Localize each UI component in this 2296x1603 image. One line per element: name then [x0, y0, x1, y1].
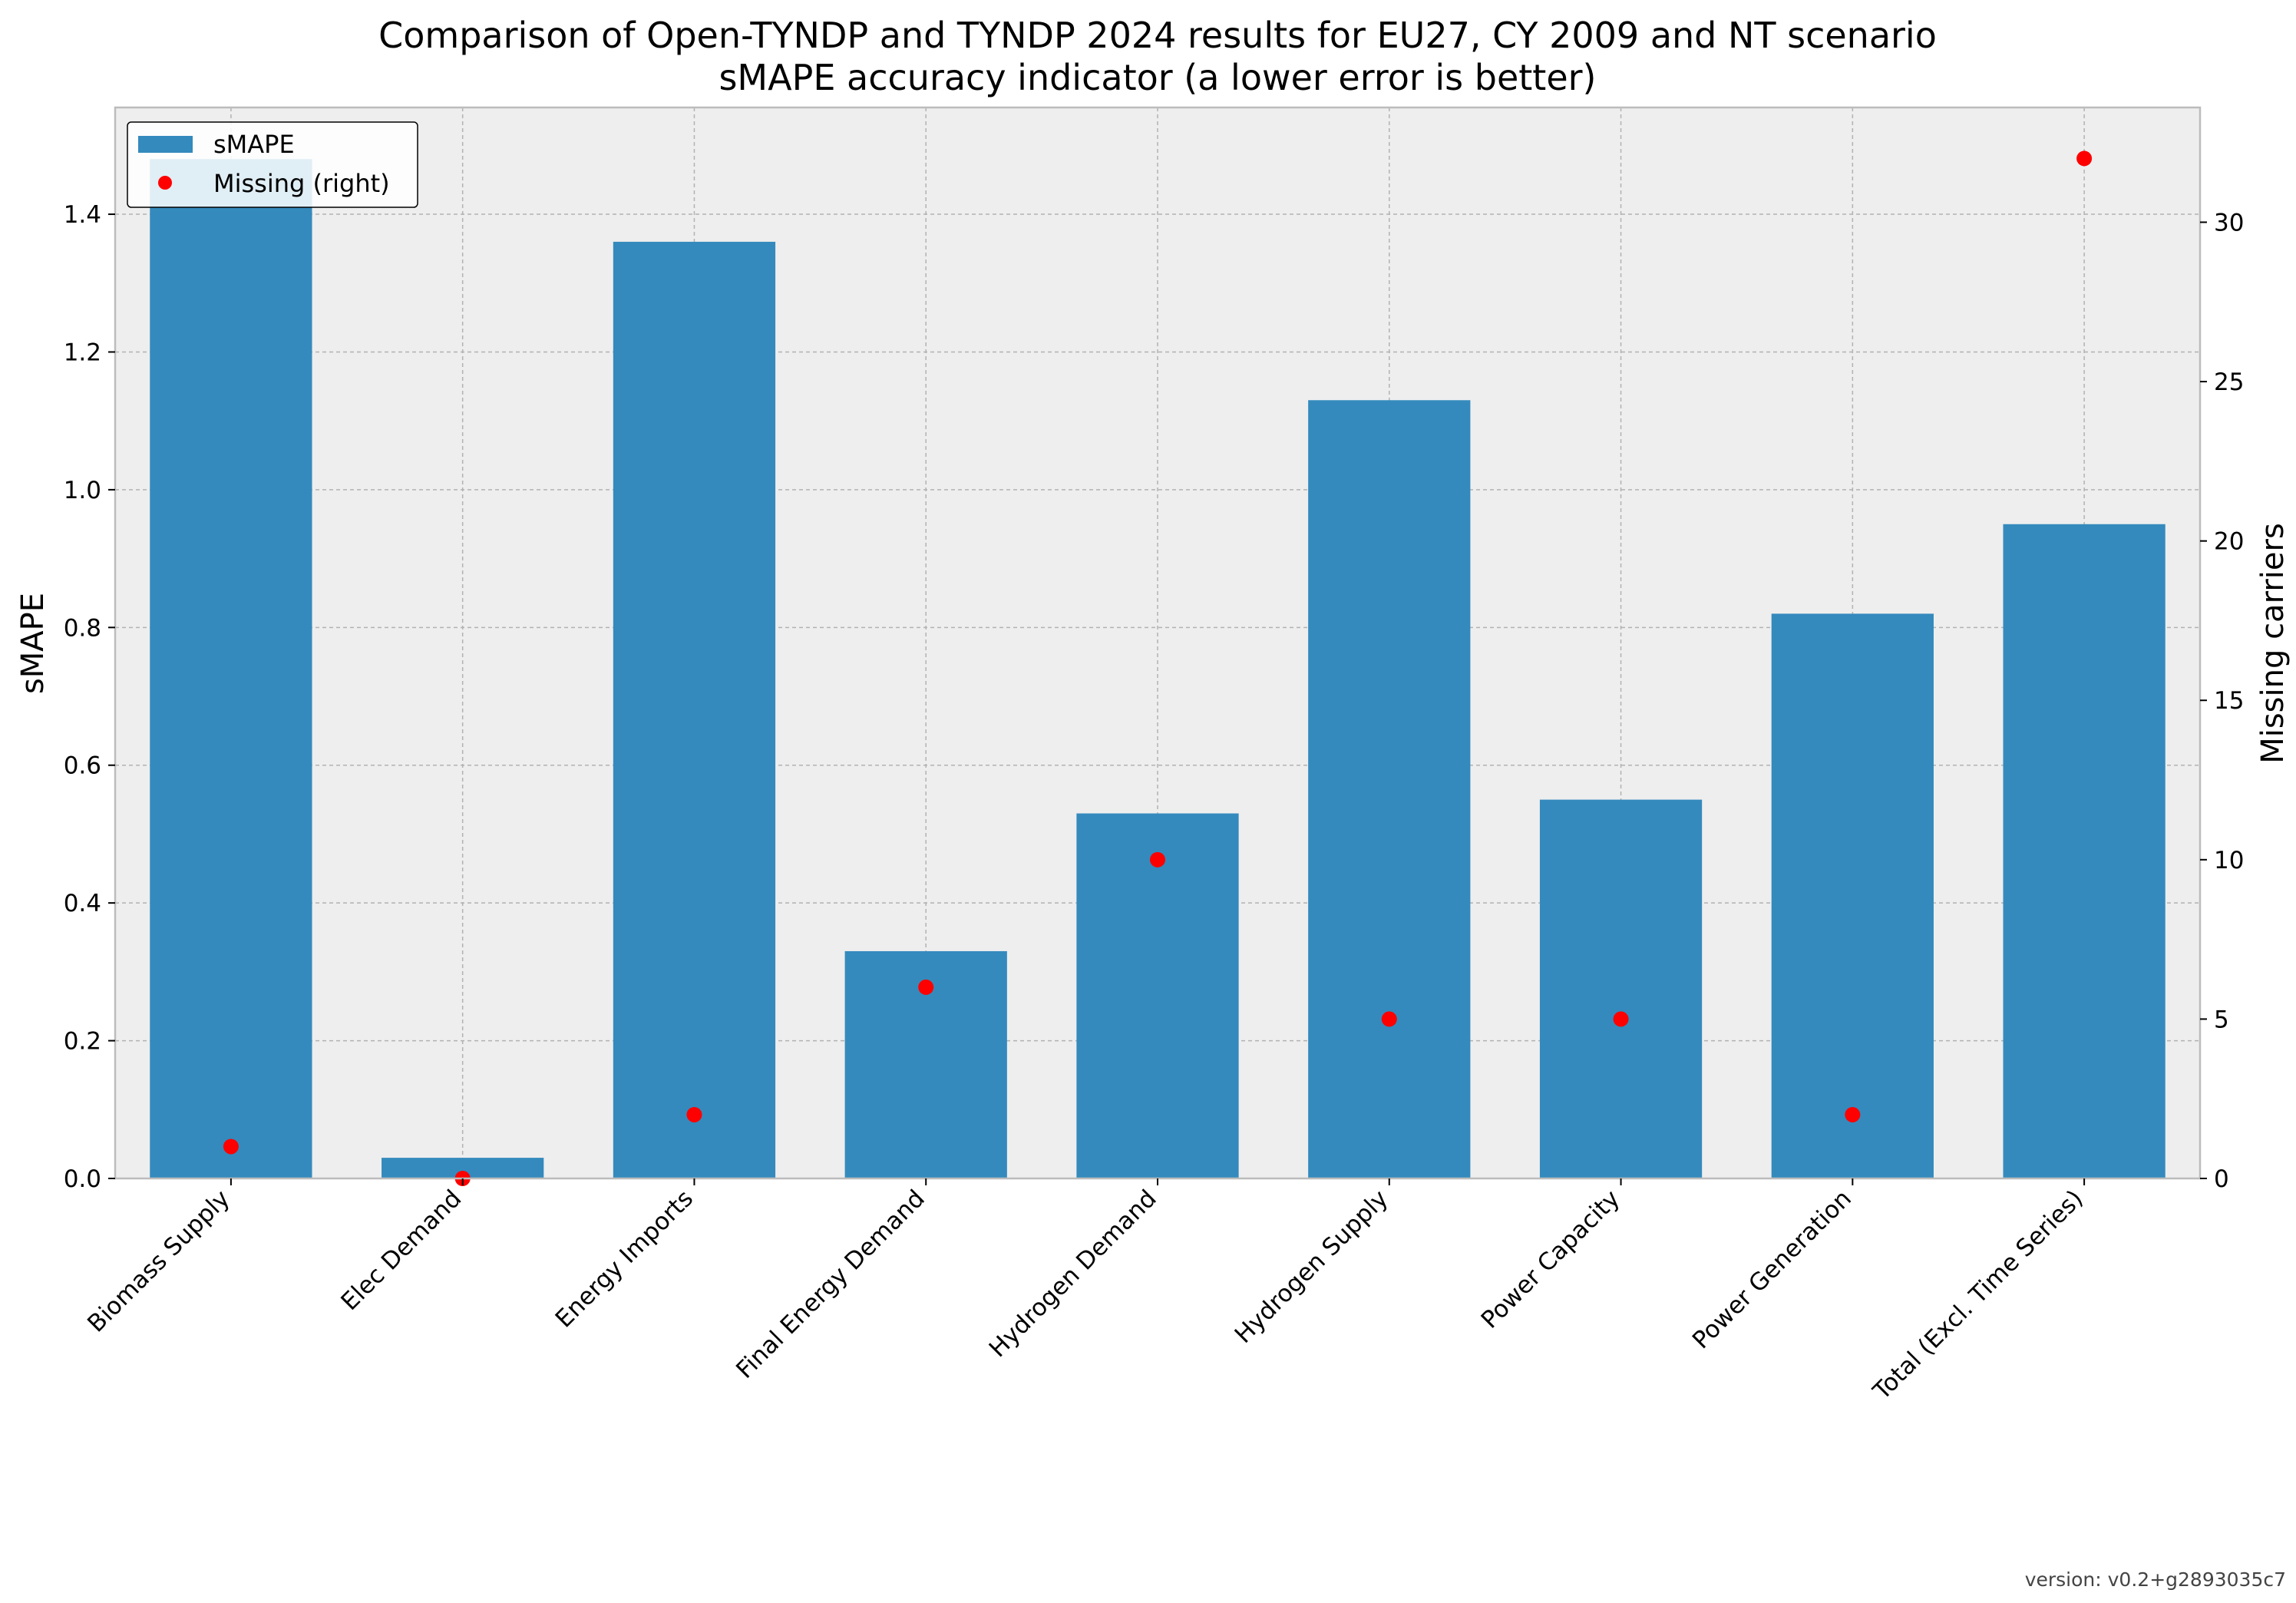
legend-bar-swatch — [138, 136, 193, 153]
y-axis-label-right: Missing carriers — [2255, 523, 2291, 764]
y-tick-label-left: 1.2 — [64, 339, 101, 366]
y-tick-label-right: 30 — [2214, 209, 2244, 236]
version-label: version: v0.2+g2893035c7 — [2025, 1568, 2286, 1591]
y-tick-label-left: 1.4 — [64, 201, 101, 229]
scatter-series — [223, 150, 2093, 1186]
bar — [613, 241, 776, 1179]
x-tick-label: Biomass Supply — [82, 1185, 235, 1337]
y-tick-label-right: 0 — [2214, 1165, 2229, 1193]
missing-point — [1150, 851, 1165, 868]
y-tick-label-right: 20 — [2214, 528, 2244, 556]
missing-point — [223, 1139, 239, 1155]
legend-point-swatch — [158, 176, 172, 190]
legend-box — [127, 121, 418, 208]
x-tick-label: Energy Imports — [550, 1185, 699, 1333]
chart-subtitle: sMAPE accuracy indicator (a lower error … — [719, 57, 1596, 98]
missing-point — [918, 979, 934, 995]
missing-point — [686, 1106, 702, 1122]
missing-point — [1845, 1106, 1861, 1122]
y-tick-label-left: 0.6 — [64, 752, 101, 780]
bar — [1076, 813, 1239, 1178]
y-tick-label-left: 0.4 — [64, 890, 101, 917]
y-axis-label-left: sMAPE — [15, 593, 51, 694]
legend: sMAPE Missing (right) — [127, 121, 418, 208]
y-tick-label-right: 25 — [2214, 369, 2244, 396]
x-tick-label: Final Energy Demand — [731, 1185, 930, 1384]
y-tick-label-left: 0.8 — [64, 614, 101, 642]
bar — [1308, 400, 1471, 1178]
legend-label-missing: Missing (right) — [213, 169, 390, 198]
x-tick-label: Hydrogen Supply — [1230, 1185, 1394, 1349]
x-tick-label: Elec Demand — [335, 1185, 467, 1316]
x-tick-label: Power Capacity — [1476, 1185, 1625, 1334]
chart-title: Comparison of Open-TYNDP and TYNDP 2024 … — [378, 15, 1937, 56]
y-tick-label-right: 15 — [2214, 687, 2244, 715]
bar — [1539, 799, 1703, 1178]
y-tick-label-right: 10 — [2214, 847, 2244, 874]
x-tick-label: Total (Excl. Time Series) — [1868, 1185, 2089, 1406]
y-tick-label-left: 1.0 — [64, 477, 101, 504]
x-tick-label: Power Generation — [1687, 1185, 1857, 1354]
bar — [2003, 524, 2166, 1178]
y-tick-label-left: 0.0 — [64, 1165, 101, 1193]
bar — [1771, 613, 1934, 1178]
bar — [150, 159, 312, 1178]
missing-point — [1613, 1011, 1629, 1027]
legend-label-smape: sMAPE — [213, 130, 295, 159]
x-tick-label: Hydrogen Demand — [984, 1185, 1162, 1363]
y-tick-label-left: 0.2 — [64, 1028, 101, 1056]
bar-series — [150, 159, 2166, 1179]
missing-point — [2076, 150, 2093, 167]
missing-point — [1381, 1011, 1397, 1027]
y-tick-label-right: 5 — [2214, 1006, 2229, 1033]
